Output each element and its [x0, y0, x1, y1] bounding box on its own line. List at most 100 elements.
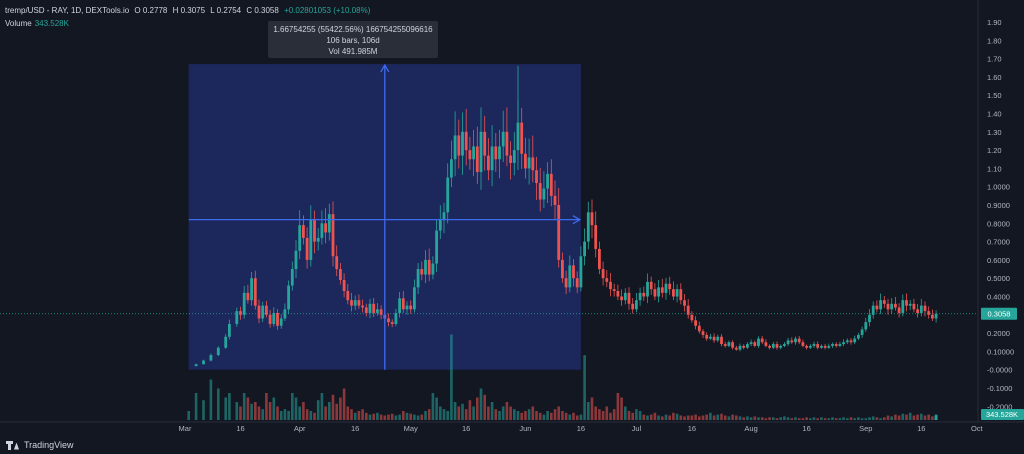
candle-body: [927, 311, 931, 315]
candle-body: [660, 287, 664, 293]
candle-body: [475, 146, 479, 173]
volume-bar: [546, 411, 549, 420]
volume-bar: [487, 406, 490, 420]
volume-bar: [476, 397, 479, 420]
candle-body: [882, 300, 886, 304]
candle-body: [279, 318, 283, 326]
candle-body: [546, 173, 549, 189]
candle-body: [557, 205, 561, 260]
candle-body: [265, 305, 268, 315]
candle-body: [831, 344, 834, 346]
volume-bar: [683, 416, 686, 420]
volume-bar: [235, 402, 239, 420]
volume-bar: [394, 415, 398, 420]
volume-bar: [738, 416, 742, 420]
volume-bar: [794, 417, 797, 420]
y-tick-label: 1.60: [987, 73, 1002, 82]
volume-bar: [324, 406, 327, 420]
volume-bar: [409, 413, 412, 420]
candle-body: [879, 300, 882, 310]
candle-body: [709, 336, 712, 339]
volume-bar: [698, 416, 701, 420]
candle-body: [720, 336, 723, 345]
measure-arrowhead-right: [572, 215, 582, 225]
y-tick-label: 1.0000: [987, 183, 1010, 192]
volume-bar: [564, 412, 568, 420]
volume-bar: [294, 397, 298, 420]
last-price-badge: [981, 307, 1017, 320]
volume-bar: [827, 418, 831, 420]
y-tick-label: 0.9000: [987, 201, 1010, 210]
volume-bar: [413, 414, 416, 420]
candle-body: [490, 146, 494, 171]
volume-bar: [542, 414, 546, 420]
brand-label: TradingView: [24, 440, 74, 450]
candle-body: [194, 364, 198, 367]
candle-body: [542, 188, 546, 200]
y-tick-label: 0.6000: [987, 256, 1010, 265]
candle-body: [538, 183, 542, 200]
candle-body: [457, 135, 461, 156]
tradingview-brand[interactable]: TradingView: [6, 440, 74, 450]
candle-body: [816, 344, 820, 348]
low-value: L 0.2754: [210, 6, 242, 15]
volume-bar: [509, 406, 512, 420]
candle-body: [549, 173, 553, 196]
volume-bar: [735, 415, 738, 420]
volume-bar: [723, 415, 727, 420]
volume-bar: [572, 412, 575, 420]
candle-body: [401, 298, 405, 310]
volume-bar: [668, 415, 671, 420]
volume-bar: [746, 416, 749, 420]
candle-body: [860, 329, 864, 335]
volume-bar: [346, 406, 350, 420]
volume-bar: [357, 411, 361, 420]
measure-tooltip-line1: 1.66754255 (55422.56%) 166754255096616: [273, 25, 433, 34]
candle-body: [261, 305, 265, 319]
candle-body: [224, 336, 228, 348]
x-tick-label: Oct: [971, 424, 984, 433]
volume-bar: [601, 411, 605, 420]
candle-body: [801, 342, 805, 346]
volume-bar: [624, 406, 627, 420]
volume-bar: [442, 409, 446, 420]
candle-body: [235, 311, 239, 324]
candle-body: [664, 283, 668, 293]
volume-bar: [320, 393, 324, 420]
x-tick-label: Aug: [744, 424, 757, 433]
candle-body: [794, 338, 797, 343]
x-tick-label: Jul: [632, 424, 642, 433]
candle-body: [853, 338, 857, 343]
volume-bar: [239, 406, 242, 420]
volume-bar: [254, 402, 257, 420]
volume-bar: [757, 417, 760, 420]
volume-bar: [686, 415, 690, 420]
volume-bar: [202, 400, 205, 420]
volume-bar: [461, 403, 464, 420]
volume-bar: [809, 418, 812, 420]
volume-bar: [479, 388, 483, 420]
volume-bar: [846, 418, 849, 420]
candle-body: [487, 155, 490, 171]
volume-bar: [579, 414, 583, 420]
candle-body: [834, 344, 838, 346]
volume-bar: [365, 412, 368, 420]
volume-bar: [257, 406, 261, 420]
volume-bar: [749, 417, 753, 420]
candle-body: [535, 170, 538, 184]
volume-bar: [328, 402, 331, 420]
candle-body: [372, 303, 376, 313]
candle-body: [346, 291, 350, 301]
candle-body: [427, 259, 431, 275]
candle-body: [672, 289, 675, 297]
volume-bar: [287, 411, 290, 420]
volume-bar: [435, 397, 438, 420]
candle-body: [216, 347, 220, 356]
volume-bar: [453, 402, 457, 420]
volume-bar: [812, 417, 816, 420]
candle-body: [808, 345, 812, 348]
candle-body: [405, 305, 409, 310]
candle-body: [394, 312, 398, 324]
x-tick-label: Sep: [859, 424, 872, 433]
